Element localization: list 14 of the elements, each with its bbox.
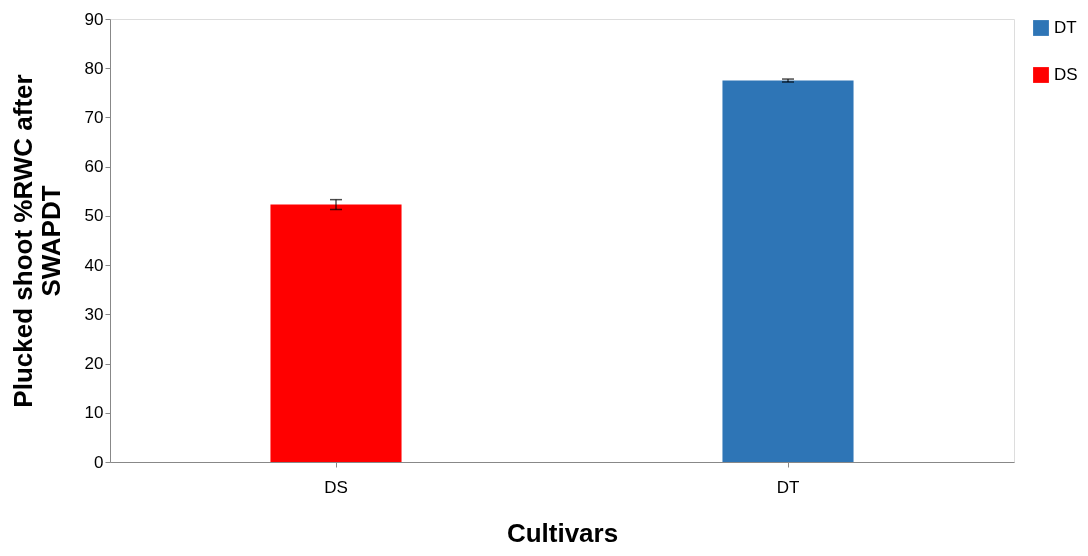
y-tick-label: 80 xyxy=(84,58,104,78)
y-tick-label: 50 xyxy=(84,206,104,226)
x-axis-title: Cultivars xyxy=(506,517,619,548)
y-tick-label: 30 xyxy=(84,304,104,324)
y-axis-title: Plucked shoot %RWC after SWAPDT xyxy=(7,74,66,408)
y-tick-label: 90 xyxy=(84,9,104,29)
y-tick-label: 0 xyxy=(94,452,104,472)
y-tick-label: 60 xyxy=(84,157,104,177)
y-tick-label: 70 xyxy=(84,107,104,127)
y-tick-label: 10 xyxy=(84,403,104,423)
legend-label: DS xyxy=(1054,65,1078,84)
y-tick-label: 20 xyxy=(84,354,104,374)
y-tick-label: 40 xyxy=(84,255,104,275)
legend-label: DT xyxy=(1054,18,1077,37)
